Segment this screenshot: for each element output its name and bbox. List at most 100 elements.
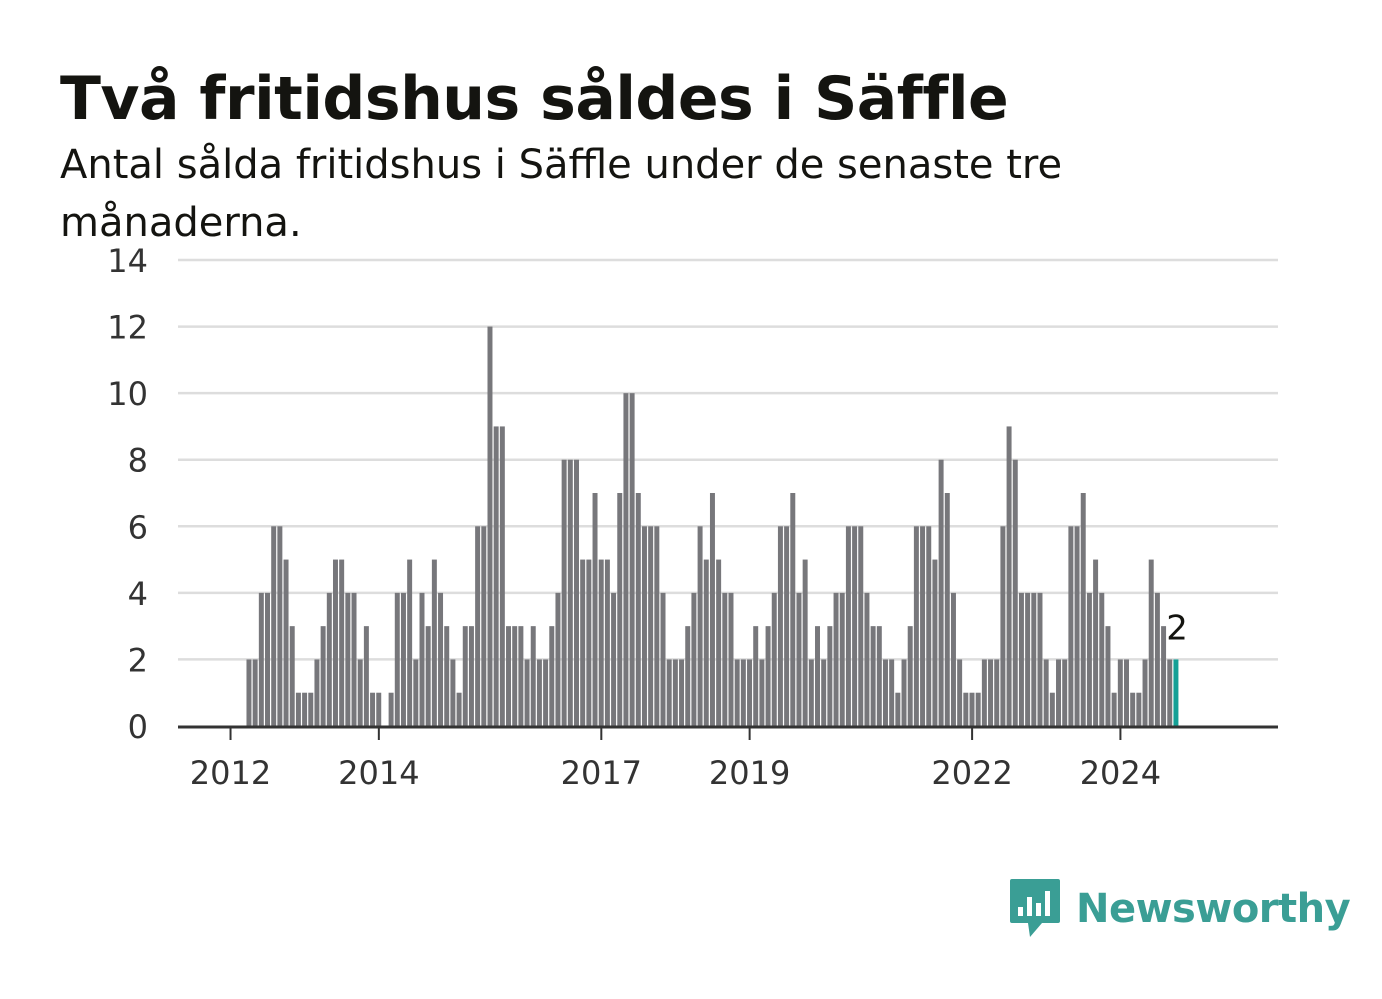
bar — [1037, 592, 1043, 726]
bar — [722, 592, 728, 726]
bar — [1111, 692, 1117, 726]
data-labels: 2 — [1166, 608, 1188, 648]
bar — [1018, 592, 1024, 726]
bar — [771, 592, 777, 726]
bar — [926, 526, 932, 726]
bar — [450, 659, 456, 726]
bar — [567, 459, 573, 726]
bar — [981, 659, 987, 726]
bar — [394, 592, 400, 726]
bar — [709, 493, 715, 726]
bar — [889, 659, 895, 726]
bar — [289, 626, 295, 726]
bar — [407, 559, 413, 726]
bar — [654, 526, 660, 726]
bar — [580, 559, 586, 726]
bar — [759, 659, 765, 726]
bar — [1124, 659, 1129, 726]
bar — [1136, 692, 1142, 726]
bar — [462, 626, 468, 726]
bar — [858, 526, 864, 726]
bar — [1025, 592, 1031, 726]
bar — [839, 592, 845, 726]
bar — [994, 659, 1000, 726]
bar — [913, 526, 919, 726]
bar — [1062, 659, 1068, 726]
bar — [1006, 426, 1012, 726]
bar — [308, 692, 314, 726]
x-tick-label: 2017 — [561, 754, 642, 792]
bar — [592, 493, 598, 726]
bar — [506, 626, 512, 726]
bar — [586, 559, 592, 726]
chart-title: Två fritidshus såldes i Säffle — [60, 64, 1009, 134]
bar — [1167, 659, 1173, 726]
bar — [679, 659, 685, 726]
bar — [907, 626, 913, 726]
bar — [277, 526, 283, 726]
bar — [388, 692, 394, 726]
bar — [512, 626, 518, 726]
bar — [623, 393, 629, 726]
bar — [555, 592, 561, 726]
bar — [765, 626, 771, 726]
bar — [950, 592, 956, 726]
x-tick-label: 2014 — [338, 754, 419, 792]
bar — [246, 659, 252, 726]
y-tick-label: 0 — [128, 708, 148, 746]
bar — [882, 659, 888, 726]
bar — [283, 559, 289, 726]
bar — [413, 659, 419, 726]
chart-subtitle: Antal sålda fritidshus i Säffle under de… — [60, 142, 1063, 246]
bar — [536, 659, 542, 726]
bar — [1074, 526, 1080, 726]
bar — [864, 592, 870, 726]
bar — [425, 626, 431, 726]
bar — [1130, 692, 1136, 726]
y-tick-label: 6 — [128, 508, 148, 546]
bar — [660, 592, 666, 726]
bar — [672, 659, 678, 726]
bar — [1000, 526, 1006, 726]
bar — [265, 592, 270, 726]
bar — [530, 626, 536, 726]
y-tick-label: 4 — [128, 575, 148, 613]
bar — [468, 626, 474, 726]
bar — [975, 692, 981, 726]
bar — [938, 459, 944, 726]
bar — [1049, 692, 1055, 726]
bar — [963, 692, 969, 726]
bar — [493, 426, 499, 726]
bar — [821, 659, 827, 726]
brand-logo: Newsworthy — [1008, 876, 1351, 942]
bar — [295, 692, 301, 726]
bar — [339, 559, 345, 726]
bar — [302, 692, 308, 726]
bar — [444, 626, 450, 726]
bar — [252, 659, 258, 726]
bar — [1099, 592, 1105, 726]
bar — [876, 626, 882, 726]
bar — [574, 459, 579, 726]
bar — [549, 626, 555, 726]
bar — [258, 592, 264, 726]
x-tick-label: 2012 — [190, 754, 271, 792]
bar — [845, 526, 851, 726]
y-tick-label: 12 — [107, 309, 148, 347]
bar — [524, 659, 530, 726]
bar — [314, 659, 320, 726]
bar — [357, 659, 363, 726]
bar — [431, 559, 437, 726]
bar — [598, 559, 604, 726]
bar — [1012, 459, 1018, 726]
bar — [666, 659, 672, 726]
bar — [685, 626, 691, 726]
bar — [808, 659, 814, 726]
bar — [747, 659, 753, 726]
x-tick-label: 2019 — [709, 754, 790, 792]
bar — [833, 592, 839, 726]
bar — [370, 692, 376, 726]
bar-latest — [1173, 659, 1179, 726]
y-tick-label: 2 — [128, 641, 148, 679]
bar — [1043, 659, 1049, 726]
